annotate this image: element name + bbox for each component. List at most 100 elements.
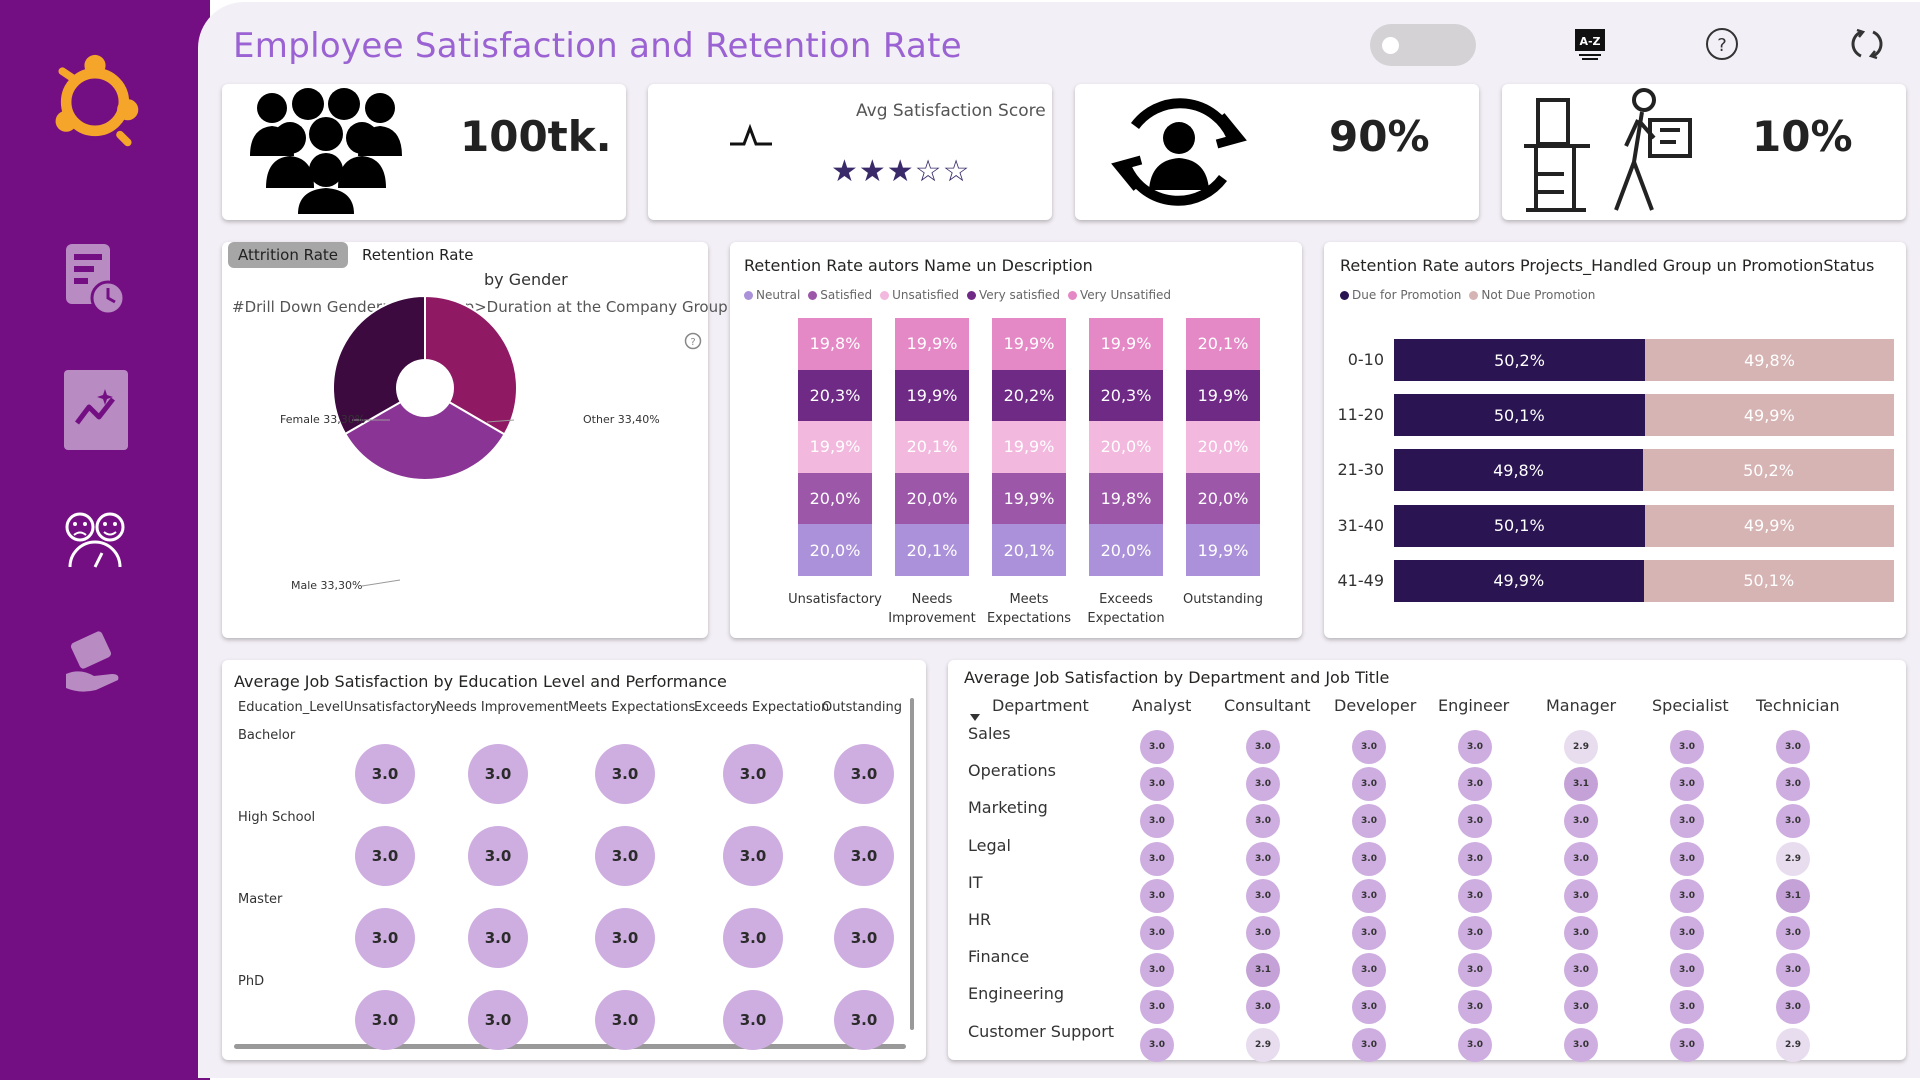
matrix-column-header[interactable]: Needs Improvement	[436, 700, 569, 715]
stacked-segment[interactable]: 19,9%	[992, 421, 1066, 473]
logo-icon[interactable]	[45, 52, 145, 152]
stacked-segment[interactable]: 19,9%	[1186, 369, 1260, 422]
bar-not-due-promotion[interactable]: 50,1%	[1643, 559, 1894, 602]
satisfaction-dot[interactable]: 3.0	[1458, 804, 1492, 839]
department-row-label[interactable]: Finance	[968, 947, 1030, 967]
bar-not-due-promotion[interactable]: 49,9%	[1644, 504, 1894, 547]
satisfaction-bubble[interactable]: 3.0	[723, 908, 783, 968]
bar-due-for-promotion[interactable]: 50,1%	[1394, 504, 1645, 547]
satisfaction-bubble[interactable]: 3.0	[468, 908, 528, 968]
satisfaction-dot[interactable]: 3.0	[1458, 953, 1492, 988]
stacked-segment[interactable]: 20,0%	[895, 472, 969, 525]
satisfaction-dot[interactable]: 3.0	[1352, 953, 1386, 988]
satisfaction-dot[interactable]: 2.9	[1776, 1027, 1810, 1062]
department-row-label[interactable]: Marketing	[968, 798, 1048, 818]
matrix-column-header[interactable]: Developer	[1334, 696, 1417, 715]
satisfaction-dot[interactable]: 3.0	[1352, 767, 1386, 802]
satisfaction-dot[interactable]: 3.0	[1564, 841, 1598, 876]
matrix-column-header[interactable]: Education_Level	[238, 700, 344, 715]
satisfaction-dot[interactable]: 3.0	[1140, 990, 1174, 1025]
stacked-segment[interactable]: 20,0%	[798, 472, 872, 525]
satisfaction-dot[interactable]: 3.0	[1140, 767, 1174, 802]
stacked-segment[interactable]: 19,9%	[992, 472, 1066, 525]
legend-item-1[interactable]: Satisfied	[808, 288, 872, 302]
satisfaction-bubble[interactable]: 3.0	[595, 908, 655, 968]
satisfaction-dot[interactable]: 3.0	[1140, 953, 1174, 988]
satisfaction-dot[interactable]: 3.0	[1458, 730, 1492, 764]
satisfaction-bubble[interactable]: 3.0	[595, 990, 655, 1050]
satisfaction-dot[interactable]: 2.9	[1776, 841, 1810, 876]
department-row-label[interactable]: Legal	[968, 835, 1011, 855]
satisfaction-dot[interactable]: 3.0	[1140, 841, 1174, 876]
satisfaction-dot[interactable]: 3.0	[1458, 916, 1492, 950]
satisfaction-dot[interactable]: 3.1	[1246, 953, 1280, 988]
satisfaction-dot[interactable]: 3.0	[1246, 841, 1280, 876]
satisfaction-dot[interactable]: 3.0	[1352, 804, 1386, 839]
legend-item-not-due[interactable]: Not Due Promotion	[1469, 288, 1595, 302]
sort-down-icon[interactable]	[970, 714, 980, 722]
satisfaction-bubble[interactable]: 3.0	[355, 908, 415, 968]
satisfaction-dot[interactable]: 3.0	[1564, 990, 1598, 1025]
satisfaction-bubble[interactable]: 3.0	[723, 826, 783, 886]
stacked-segment[interactable]: 19,9%	[992, 318, 1066, 370]
matrix-column-header[interactable]: Technician	[1756, 696, 1840, 715]
bar-due-for-promotion[interactable]: 50,2%	[1394, 339, 1645, 381]
satisfaction-dot[interactable]: 3.0	[1352, 916, 1386, 950]
satisfaction-dot[interactable]: 3.0	[1246, 990, 1280, 1025]
satisfaction-dot[interactable]: 3.0	[1776, 916, 1810, 950]
stacked-segment[interactable]: 20,0%	[798, 524, 872, 576]
reset-icon[interactable]	[1845, 22, 1889, 66]
satisfaction-dot[interactable]: 3.0	[1352, 1027, 1386, 1062]
legend-item-3[interactable]: Very satisfied	[966, 288, 1060, 302]
tab-retention-rate[interactable]: Retention Rate	[362, 246, 474, 264]
satisfaction-dot[interactable]: 3.0	[1670, 767, 1704, 802]
satisfaction-dot[interactable]: 3.1	[1564, 767, 1598, 802]
department-row-label[interactable]: HR	[968, 910, 992, 929]
satisfaction-bubble[interactable]: 3.0	[468, 744, 528, 804]
satisfaction-dot[interactable]: 3.0	[1140, 730, 1174, 764]
satisfaction-dot[interactable]: 3.0	[1564, 804, 1598, 839]
matrix-row-label[interactable]: PhD	[238, 974, 265, 989]
pie-slice-male[interactable]	[343, 400, 506, 481]
matrix-column-header[interactable]: Specialist	[1652, 696, 1729, 715]
matrix-column-header[interactable]: Consultant	[1224, 696, 1311, 715]
satisfaction-dot[interactable]: 3.0	[1352, 730, 1386, 764]
satisfaction-dot[interactable]: 3.0	[1776, 767, 1810, 802]
satisfaction-bubble[interactable]: 3.0	[355, 990, 415, 1050]
satisfaction-bubble[interactable]: 3.0	[834, 908, 894, 968]
satisfaction-dot[interactable]: 3.0	[1776, 730, 1810, 764]
satisfaction-dot[interactable]: 3.0	[1140, 1027, 1174, 1062]
satisfaction-bubble[interactable]: 3.0	[723, 990, 783, 1050]
satisfaction-bubble[interactable]: 3.0	[834, 826, 894, 886]
matrix-column-header[interactable]: Department	[992, 696, 1089, 715]
stacked-segment[interactable]: 20,0%	[1089, 421, 1163, 473]
satisfaction-dot[interactable]: 3.0	[1458, 841, 1492, 876]
satisfaction-dot[interactable]: 3.0	[1140, 804, 1174, 839]
matrix-column-header[interactable]: Manager	[1546, 696, 1617, 715]
satisfaction-bubble[interactable]: 3.0	[355, 744, 415, 804]
legend-item-due[interactable]: Due for Promotion	[1340, 288, 1461, 302]
analytics-icon[interactable]	[64, 370, 128, 450]
satisfaction-dot[interactable]: 3.0	[1670, 878, 1704, 913]
help-icon[interactable]: ?	[1700, 22, 1744, 66]
satisfaction-dot[interactable]: 3.0	[1352, 878, 1386, 913]
satisfaction-dot[interactable]: 3.0	[1458, 990, 1492, 1025]
legend-item-2[interactable]: Unsatisfied	[880, 288, 959, 302]
satisfaction-dot[interactable]: 3.0	[1670, 841, 1704, 876]
stacked-segment[interactable]: 20,1%	[992, 524, 1066, 576]
stacked-segment[interactable]: 19,8%	[798, 318, 872, 370]
satisfaction-bubble[interactable]: 3.0	[595, 826, 655, 886]
pie-slice-female[interactable]	[332, 294, 426, 436]
satisfaction-dot[interactable]: 2.9	[1246, 1027, 1280, 1062]
satisfaction-dot[interactable]: 3.0	[1246, 804, 1280, 839]
stacked-segment[interactable]: 19,9%	[1186, 524, 1260, 576]
stacked-segment[interactable]: 19,9%	[1089, 318, 1163, 370]
satisfaction-dot[interactable]: 3.0	[1246, 730, 1280, 764]
satisfaction-bubble[interactable]: 3.0	[468, 990, 528, 1050]
info-icon[interactable]: ?	[684, 332, 702, 350]
department-row-label[interactable]: Customer Support	[968, 1021, 1115, 1041]
satisfaction-dot[interactable]: 3.0	[1776, 953, 1810, 988]
vertical-scrollbar[interactable]	[910, 698, 914, 1030]
satisfaction-dot[interactable]: 3.0	[1670, 730, 1704, 764]
stacked-segment[interactable]: 20,1%	[895, 421, 969, 473]
